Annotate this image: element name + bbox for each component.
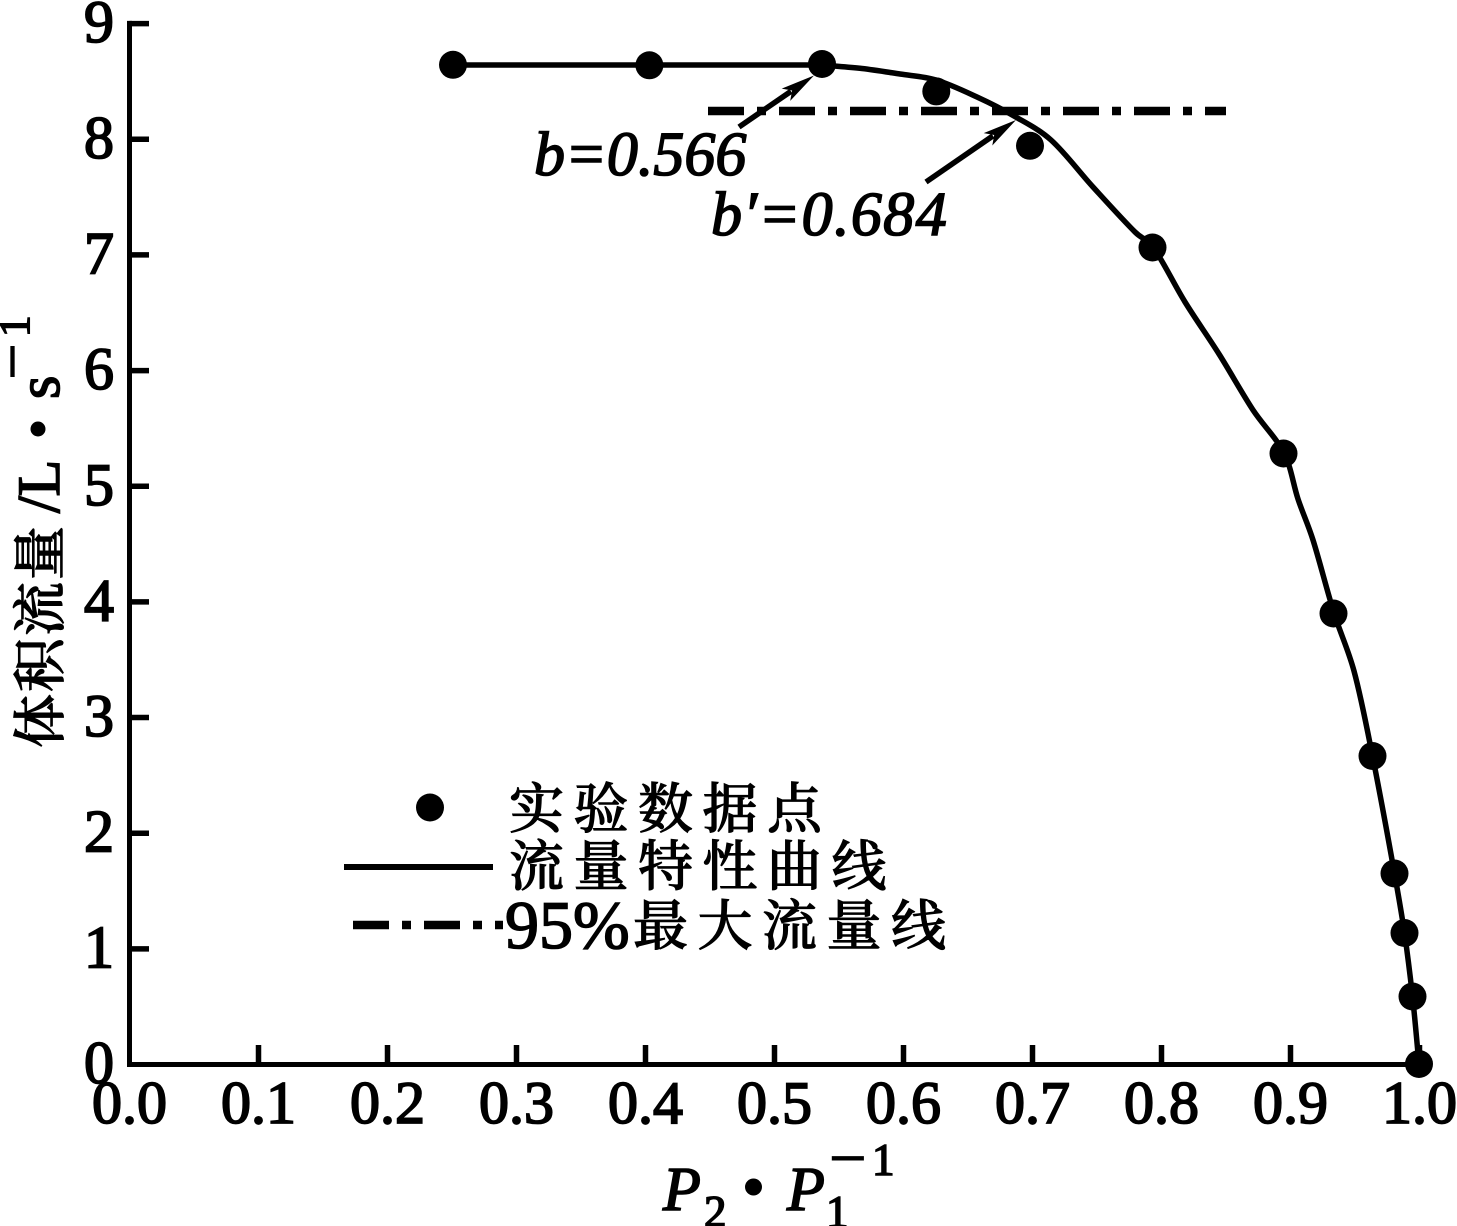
svg-text:0.4: 0.4 (608, 1070, 683, 1136)
svg-text:s: s (6, 376, 72, 399)
svg-text:9: 9 (84, 0, 114, 55)
svg-text:2: 2 (84, 799, 114, 865)
svg-text:P: P (662, 1156, 701, 1224)
svg-text:95%: 95% (505, 887, 630, 963)
svg-text:4: 4 (84, 567, 114, 633)
svg-text:1: 1 (872, 1135, 895, 1185)
svg-text:b′=0.684: b′=0.684 (711, 181, 948, 249)
svg-text:P: P (786, 1156, 825, 1224)
svg-text:0.2: 0.2 (350, 1070, 425, 1136)
svg-text:7: 7 (84, 220, 114, 286)
svg-text:0.5: 0.5 (737, 1070, 812, 1136)
svg-text:0.6: 0.6 (866, 1070, 941, 1136)
svg-text:5: 5 (84, 452, 114, 518)
svg-text:0.7: 0.7 (995, 1070, 1070, 1136)
svg-text:1: 1 (0, 316, 39, 338)
svg-text:2: 2 (704, 1187, 727, 1226)
svg-text:1: 1 (84, 914, 114, 980)
svg-text:1: 1 (826, 1187, 849, 1226)
svg-text:0.1: 0.1 (221, 1070, 296, 1136)
svg-text:0.8: 0.8 (1124, 1070, 1199, 1136)
svg-text:6: 6 (84, 336, 114, 402)
svg-text:1.0: 1.0 (1382, 1070, 1457, 1136)
svg-text:b=0.566: b=0.566 (534, 121, 746, 189)
svg-text:3: 3 (84, 683, 114, 749)
svg-text:0.9: 0.9 (1253, 1070, 1328, 1136)
svg-text:0.0: 0.0 (92, 1070, 167, 1136)
svg-text:8: 8 (84, 105, 114, 171)
svg-text:/L: /L (6, 460, 72, 513)
svg-text:0.3: 0.3 (479, 1070, 554, 1136)
svg-text:0: 0 (84, 1030, 114, 1096)
